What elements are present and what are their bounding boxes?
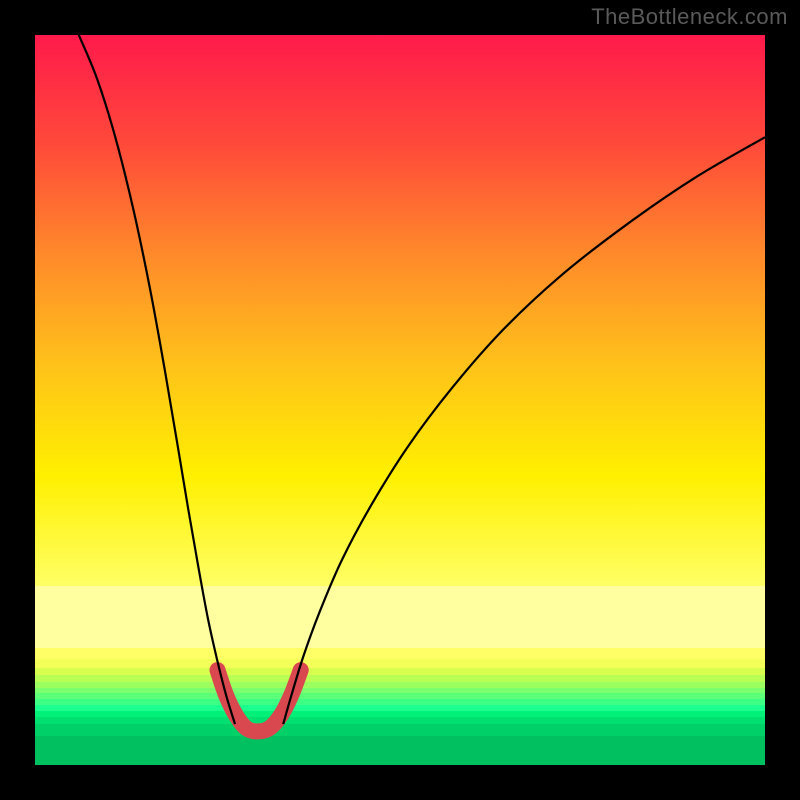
valley-marker (218, 670, 301, 731)
plot-area (35, 35, 765, 765)
curve-left-branch (79, 35, 235, 724)
curve-right-branch (283, 137, 765, 724)
watermark-text: TheBottleneck.com (591, 4, 788, 30)
curves-svg (35, 35, 765, 765)
